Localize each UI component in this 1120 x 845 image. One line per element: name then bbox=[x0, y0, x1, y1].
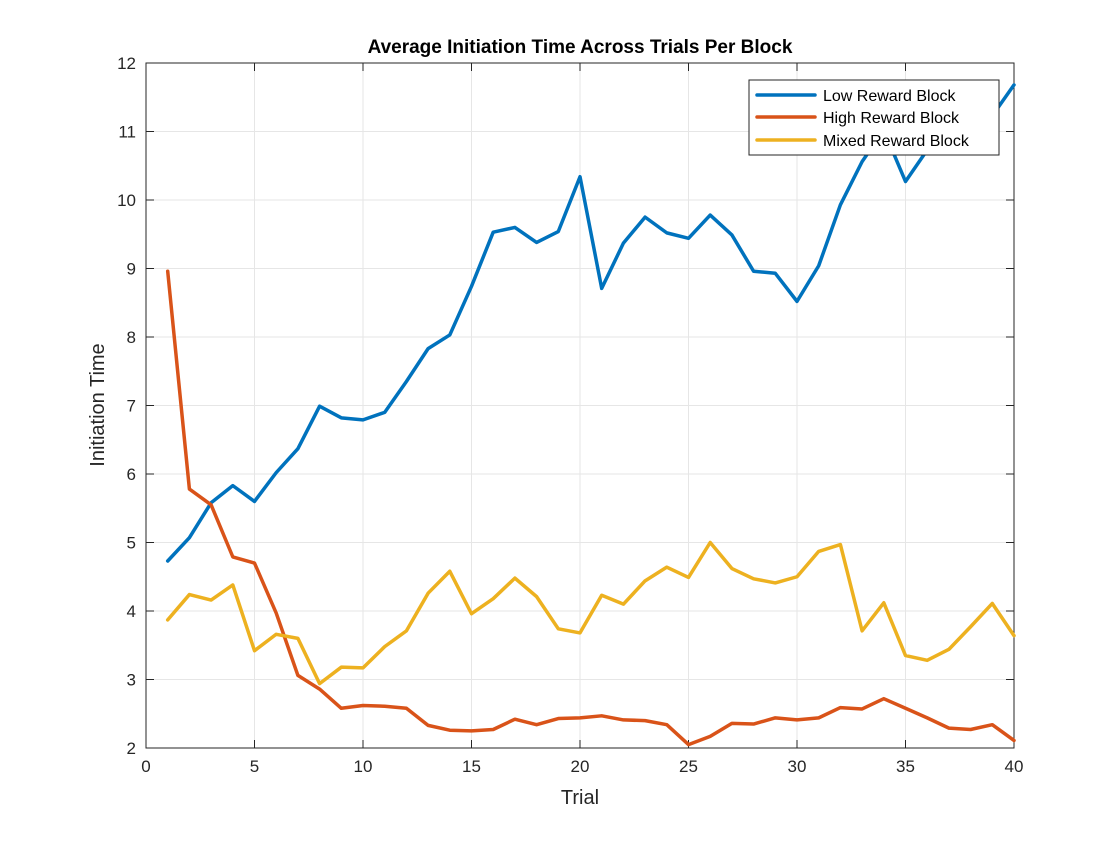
y-tick-label: 9 bbox=[127, 260, 136, 279]
x-tick-label: 5 bbox=[250, 757, 259, 776]
legend-label-mixed-reward: Mixed Reward Block bbox=[823, 133, 970, 150]
y-tick-label: 7 bbox=[127, 397, 136, 416]
series-line-mixed-reward bbox=[165, 540, 1016, 686]
x-tick-label: 35 bbox=[896, 757, 915, 776]
x-tick-label: 10 bbox=[354, 757, 373, 776]
y-tick-label: 5 bbox=[127, 534, 136, 553]
y-tick-label: 11 bbox=[118, 123, 136, 142]
x-ticks: 0 5 10 15 20 25 30 35 40 bbox=[141, 63, 1023, 776]
legend-label-low-reward: Low Reward Block bbox=[823, 88, 957, 105]
x-tick-label: 20 bbox=[571, 757, 590, 776]
x-tick-label: 0 bbox=[141, 757, 150, 776]
y-tick-label: 4 bbox=[127, 602, 136, 621]
x-axis-label: Trial bbox=[561, 787, 599, 809]
y-tick-label: 3 bbox=[127, 671, 136, 690]
y-tick-label: 12 bbox=[117, 54, 136, 73]
y-ticks: 2 3 4 5 6 7 8 9 10 11 12 bbox=[117, 54, 1014, 758]
legend: Low Reward Block High Reward Block Mixed… bbox=[748, 79, 1000, 156]
y-tick-label: 6 bbox=[127, 465, 136, 484]
y-axis-label: Initiation Time bbox=[87, 343, 109, 466]
y-tick-label: 8 bbox=[127, 328, 136, 347]
x-tick-label: 15 bbox=[462, 757, 481, 776]
chart-title: Average Initiation Time Across Trials Pe… bbox=[368, 37, 793, 58]
x-tick-label: 40 bbox=[1005, 757, 1024, 776]
legend-label-high-reward: High Reward Block bbox=[823, 110, 960, 127]
y-tick-label: 2 bbox=[127, 739, 136, 758]
y-tick-label: 10 bbox=[117, 191, 136, 210]
series-line-high-reward bbox=[165, 269, 1016, 747]
x-tick-label: 25 bbox=[679, 757, 698, 776]
x-tick-label: 30 bbox=[788, 757, 807, 776]
